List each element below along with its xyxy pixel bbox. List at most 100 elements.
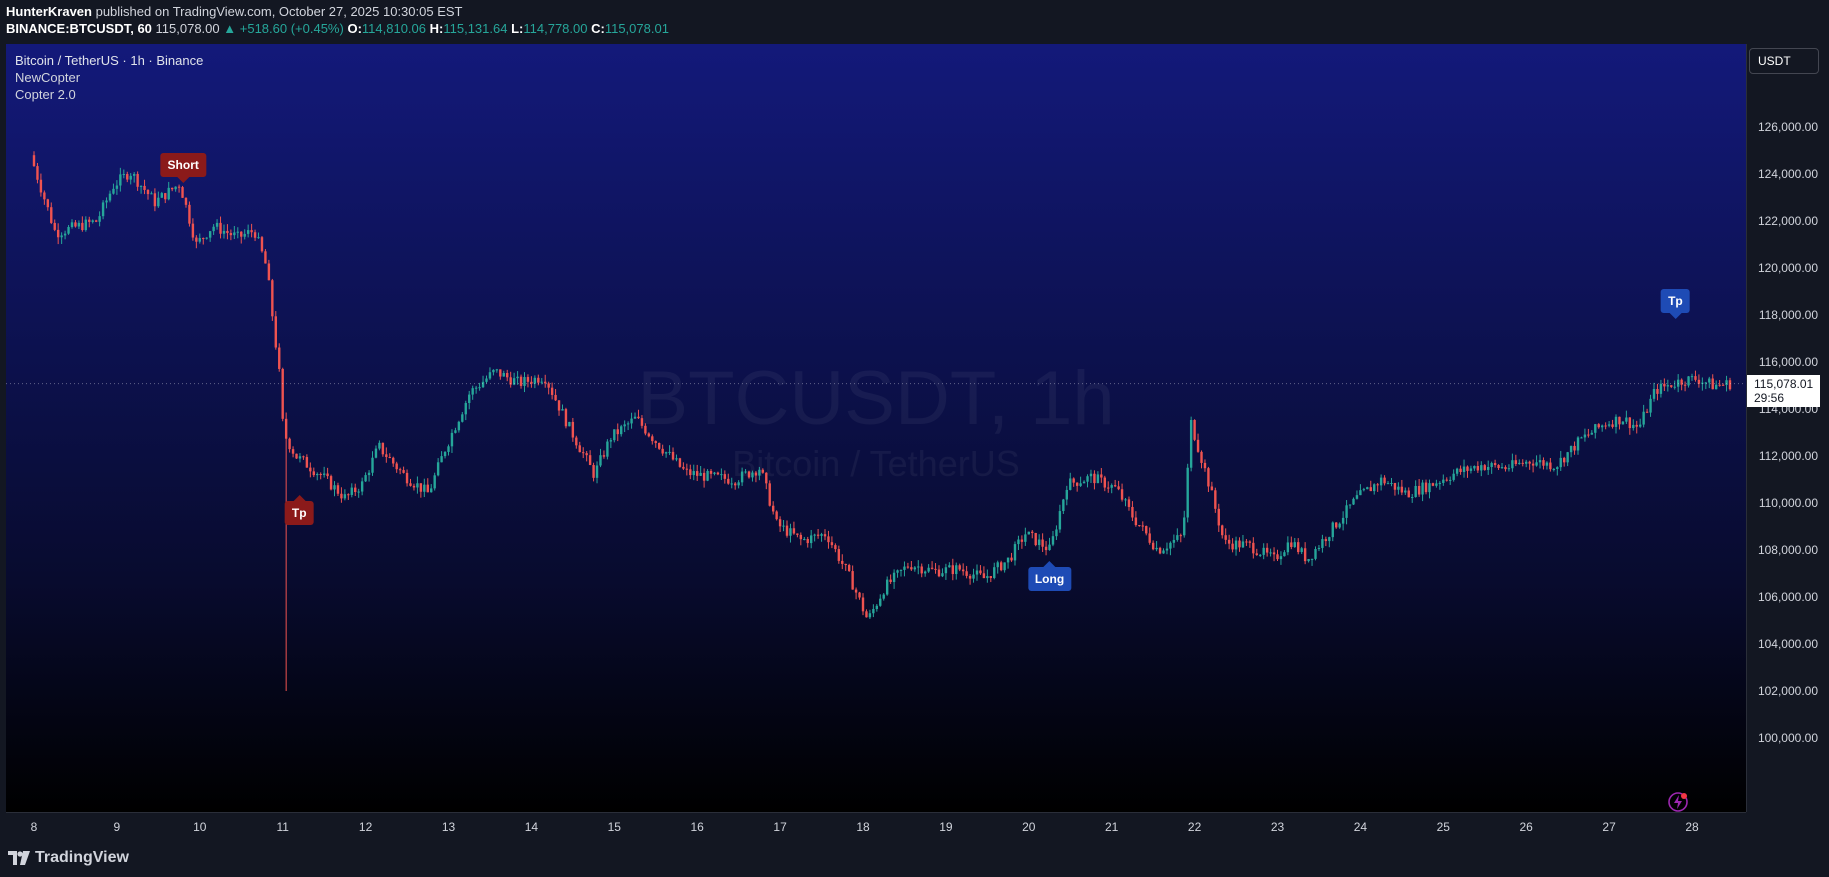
- indicator-copter-2[interactable]: Copter 2.0: [15, 87, 76, 102]
- time-tick-label: 10: [193, 820, 207, 834]
- candle-body: [360, 481, 364, 492]
- candle-body: [678, 458, 682, 467]
- candle-body: [312, 471, 315, 476]
- candle-body: [751, 472, 754, 478]
- price-tick-label: 104,000.00: [1757, 637, 1818, 651]
- tradingview-logo[interactable]: TradingView: [8, 849, 129, 867]
- candle-body: [1504, 467, 1507, 470]
- candle-body: [191, 223, 195, 238]
- candle-body: [782, 525, 785, 527]
- indicator-newcopter[interactable]: NewCopter: [15, 70, 81, 85]
- candle-body: [675, 458, 678, 460]
- candle-body: [1179, 535, 1182, 537]
- candle-body: [150, 193, 153, 195]
- candle-body: [658, 442, 661, 449]
- candle-body: [309, 467, 312, 472]
- candle-body: [84, 219, 88, 231]
- candle-body: [284, 418, 288, 439]
- candle-body: [499, 369, 502, 377]
- candle-body: [395, 463, 398, 470]
- candle-body: [378, 442, 381, 449]
- candle-body: [613, 429, 616, 441]
- candle-body: [1338, 523, 1341, 528]
- candle-body: [1659, 383, 1663, 394]
- publish-line: HunterKraven published on TradingView.co…: [6, 4, 462, 19]
- candle-body: [1241, 541, 1245, 548]
- candle-body: [941, 573, 944, 577]
- candle-body: [1020, 539, 1024, 542]
- candle-body: [253, 232, 257, 238]
- candle-body: [1497, 465, 1500, 469]
- candle-body: [823, 534, 827, 537]
- candle-body: [851, 571, 854, 590]
- candle-body: [1345, 505, 1348, 518]
- candle-body: [1587, 434, 1590, 436]
- candle-body: [927, 567, 930, 572]
- candle-body: [1100, 474, 1103, 478]
- candle-body: [609, 440, 613, 442]
- candle-body: [544, 381, 547, 384]
- candle-body: [630, 418, 633, 424]
- candle-body: [592, 465, 595, 478]
- current-price-tag: 115,078.01 29:56: [1747, 374, 1820, 407]
- candle-body: [1428, 483, 1431, 493]
- candle-body: [730, 483, 733, 485]
- candle-body: [1110, 485, 1113, 488]
- candle-body: [944, 567, 948, 574]
- price-tick-label: 102,000.00: [1757, 684, 1818, 698]
- candle-body: [1082, 481, 1086, 484]
- publisher-name[interactable]: HunterKraven: [6, 4, 92, 19]
- candle-body: [1652, 388, 1656, 399]
- candle-body: [1169, 542, 1172, 549]
- candle-body: [765, 472, 768, 484]
- candle-body: [357, 491, 360, 493]
- candle-body: [1725, 380, 1728, 385]
- publish-header: HunterKraven published on TradingView.co…: [0, 0, 1829, 44]
- candle-body: [46, 199, 50, 208]
- candle-body: [1279, 556, 1283, 560]
- candle-body: [188, 204, 191, 224]
- price-axis[interactable]: USDT 126,000.00 124,000.00 122,000.00 120,0…: [1746, 44, 1829, 812]
- legend-title[interactable]: Bitcoin / TetherUS · 1h · Binance: [15, 53, 204, 68]
- candle-body: [405, 472, 409, 484]
- candle-body: [516, 376, 519, 379]
- candle-body: [98, 216, 101, 222]
- candle-body: [664, 452, 668, 454]
- flash-icon[interactable]: [1666, 790, 1690, 812]
- candle-body: [1421, 482, 1424, 495]
- candle-body: [1414, 485, 1417, 498]
- candle-body: [923, 571, 927, 574]
- candle-body: [1051, 536, 1055, 545]
- candle-body: [409, 483, 412, 486]
- candle-body: [858, 592, 861, 598]
- chart-pane[interactable]: BTCUSDT, 1h Bitcoin / TetherUS Bitcoin /…: [6, 44, 1746, 812]
- candle-body: [1379, 477, 1383, 486]
- time-tick-label: 14: [524, 820, 539, 834]
- candle-body: [937, 569, 941, 577]
- candle-body: [1417, 485, 1421, 495]
- candle-body: [996, 562, 999, 568]
- candle-body: [212, 226, 215, 232]
- candle-body: [101, 202, 105, 217]
- candle-body: [1666, 385, 1670, 387]
- candle-body: [827, 536, 830, 543]
- candle-body: [1614, 416, 1618, 427]
- low-label: L:: [511, 21, 524, 36]
- candle-body: [367, 472, 371, 476]
- candle-body: [1131, 506, 1134, 518]
- candle-body: [910, 567, 913, 570]
- time-axis[interactable]: 8 9 10 11 12 13 14 15 16 17 18 19 20 21 22 23 24 25 26 27 28: [6, 812, 1746, 841]
- candle-body: [1134, 517, 1138, 526]
- candle-body: [36, 166, 39, 180]
- candle-body: [1155, 547, 1158, 550]
- candle-body: [1376, 484, 1379, 486]
- candle-body: [129, 175, 132, 180]
- candle-body: [1397, 486, 1400, 490]
- time-tick-label: 16: [690, 820, 704, 834]
- currency-selector[interactable]: USDT: [1749, 48, 1819, 74]
- candle-body: [1518, 462, 1521, 464]
- candle-body: [620, 426, 623, 435]
- candle-body: [1580, 437, 1583, 439]
- candle-body: [699, 472, 702, 476]
- candle-body: [561, 409, 564, 411]
